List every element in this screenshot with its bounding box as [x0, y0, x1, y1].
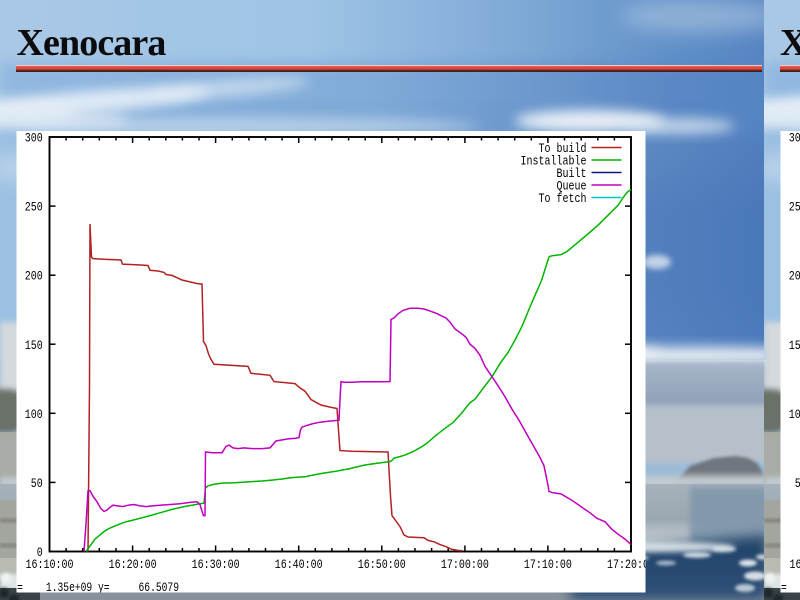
- svg-text:300: 300: [788, 131, 800, 146]
- svg-text:0: 0: [37, 545, 43, 560]
- svg-text:100: 100: [788, 407, 800, 422]
- svg-text:Built: Built: [557, 166, 587, 181]
- svg-text:17:00:00: 17:00:00: [441, 557, 489, 572]
- svg-text:16:10:00: 16:10:00: [789, 557, 800, 572]
- svg-text:Queue: Queue: [557, 179, 587, 194]
- svg-text:150: 150: [788, 338, 800, 353]
- svg-text:16:50:00: 16:50:00: [358, 557, 406, 572]
- svg-text:200: 200: [25, 269, 43, 284]
- svg-text:To fetch: To fetch: [539, 191, 587, 206]
- svg-text:17:20:00: 17:20:00: [607, 557, 655, 572]
- svg-text:150: 150: [25, 338, 43, 353]
- svg-text:200: 200: [788, 269, 800, 284]
- svg-text:16:10:00: 16:10:00: [26, 557, 74, 572]
- svg-text:300: 300: [25, 131, 43, 146]
- svg-text:16:30:00: 16:30:00: [192, 557, 240, 572]
- svg-text:17:10:00: 17:10:00: [524, 557, 572, 572]
- svg-text:To build: To build: [539, 141, 587, 156]
- svg-text:100: 100: [25, 407, 43, 422]
- svg-text:Installable: Installable: [521, 154, 587, 169]
- svg-text:16:40:00: 16:40:00: [275, 557, 323, 572]
- svg-text:250: 250: [788, 200, 800, 215]
- svg-text:= 1.35e+09 y= 66.5079: = 1.35e+09 y= 66.5079: [17, 580, 179, 595]
- svg-text:= 1.35e+09 y= 66.5079: = 1.35e+09 y= 66.5079: [781, 580, 800, 595]
- svg-text:16:20:00: 16:20:00: [109, 557, 157, 572]
- svg-text:50: 50: [31, 476, 43, 491]
- svg-text:250: 250: [25, 200, 43, 215]
- svg-text:50: 50: [794, 476, 800, 491]
